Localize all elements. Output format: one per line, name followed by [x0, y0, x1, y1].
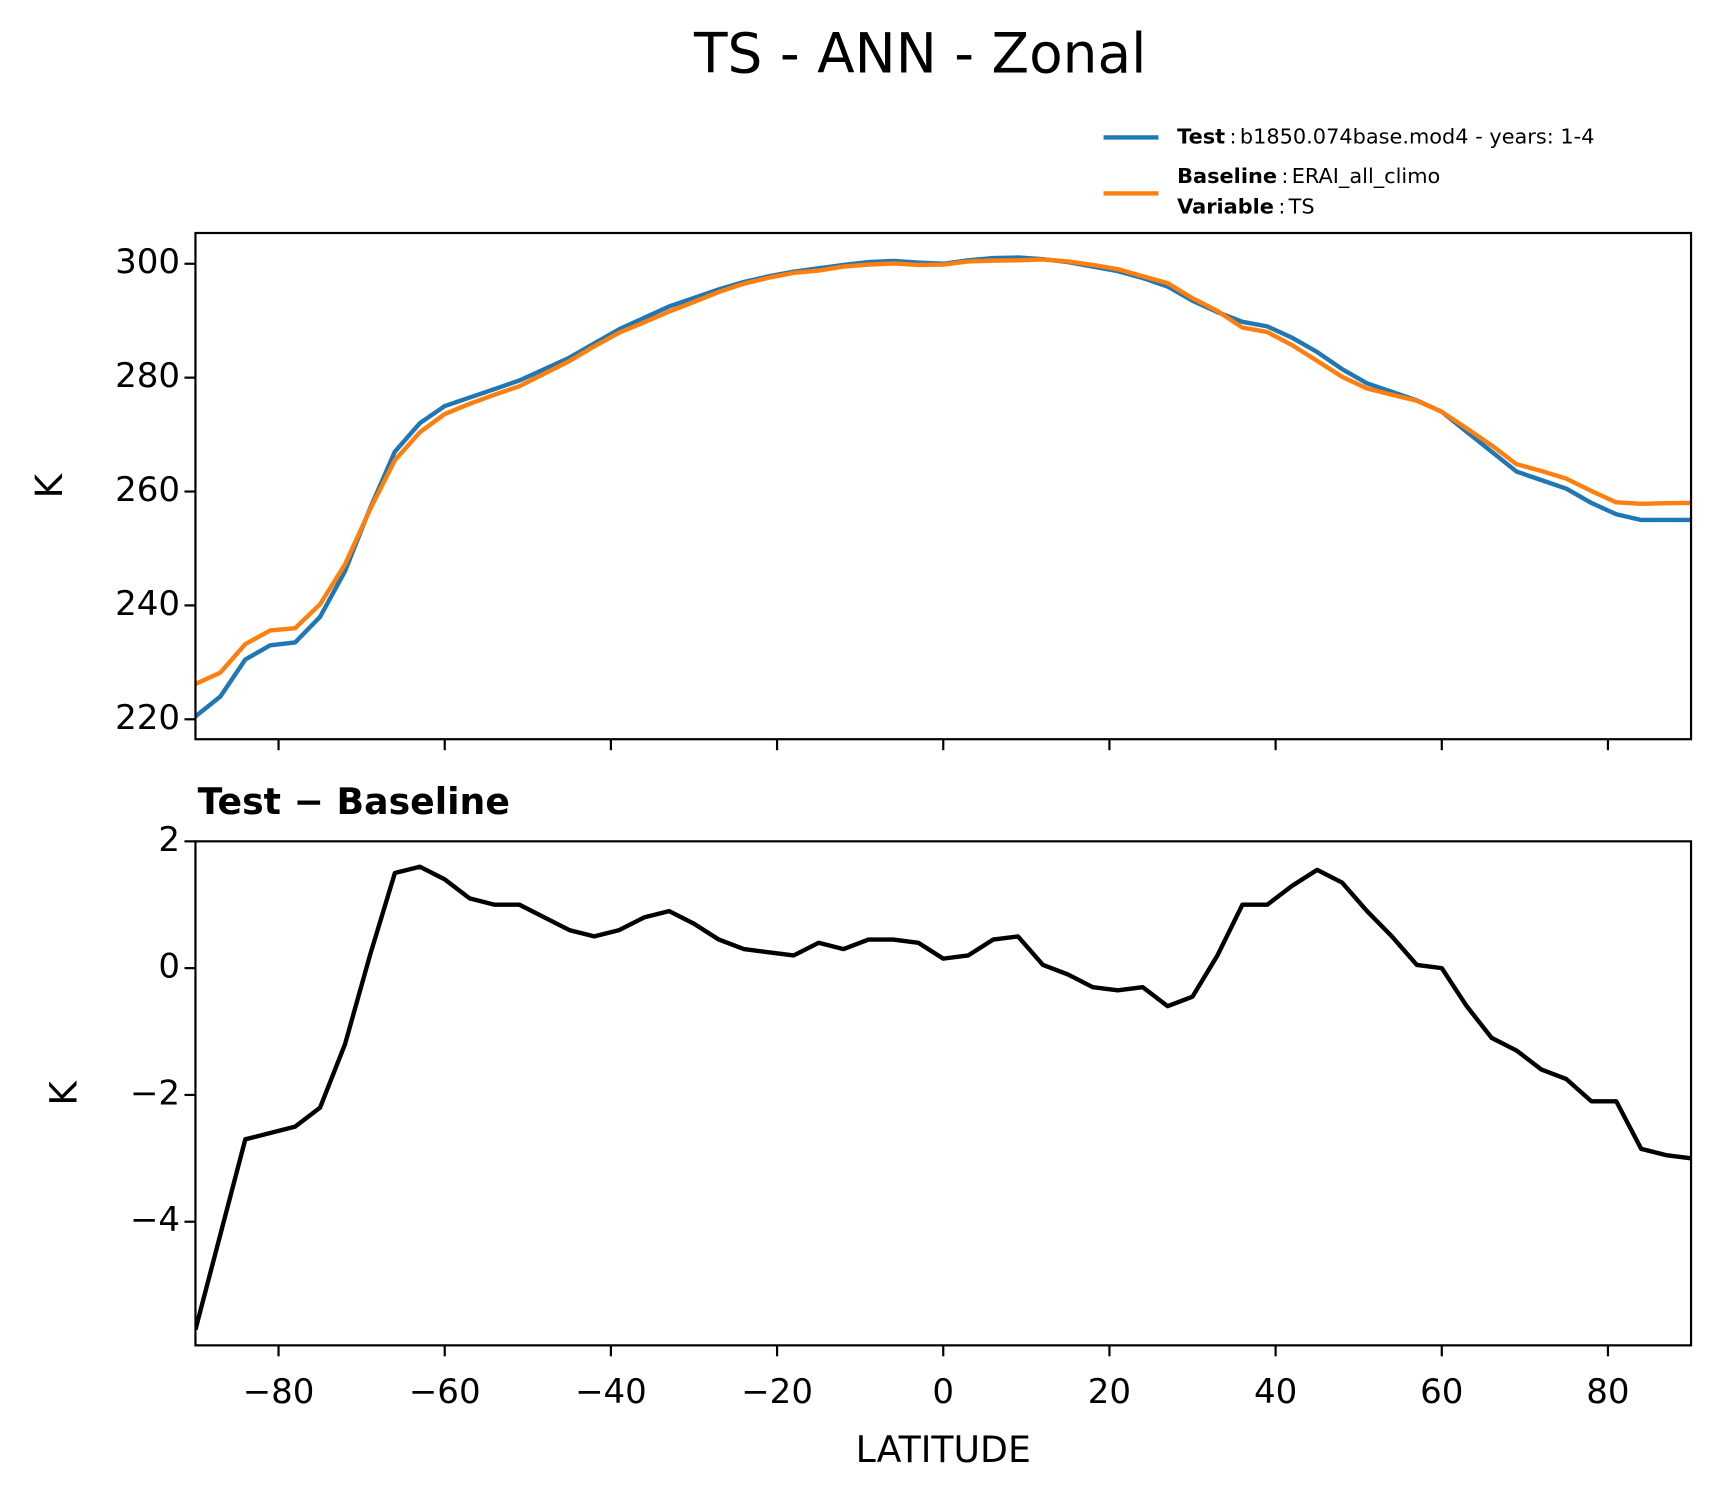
x-tick-label: −20	[741, 1372, 813, 1412]
legend-name: Test	[1177, 124, 1225, 148]
legend-case: b1850.074base.mod4 - years: 1-4	[1240, 124, 1595, 148]
x-tick-label: −40	[575, 1372, 647, 1412]
y-tick-label: −2	[130, 1073, 180, 1113]
legend-separator: :	[1281, 164, 1288, 188]
data-line	[195, 255, 1692, 719]
legend-separator: :	[1278, 195, 1285, 219]
legend-entry: Baseline: ERAI_all_climo	[1177, 164, 1440, 189]
y-axis-label: K	[27, 472, 71, 498]
figure-title: TS - ANN - Zonal	[693, 21, 1146, 85]
legend-variable: Variable: TS	[1177, 195, 1315, 219]
y-tick-label: −4	[130, 1200, 180, 1240]
y-axis-label: K	[41, 1080, 85, 1106]
legend-entry: Test: b1850.074base.mod4 - years: 1-4	[1177, 124, 1594, 148]
legend-name: Baseline	[1177, 164, 1277, 188]
x-tick-label: −80	[243, 1372, 315, 1412]
data-line	[195, 864, 1692, 1331]
y-tick-label: 300	[115, 242, 180, 282]
y-tick-label: 280	[115, 356, 180, 396]
x-tick-label: 0	[932, 1372, 954, 1412]
y-tick-label: 220	[115, 698, 180, 738]
legend-variable-value: TS	[1288, 195, 1315, 219]
y-tick-label: 2	[158, 820, 180, 860]
y-tick-label: 0	[158, 947, 180, 987]
legend-case: ERAI_all_climo	[1292, 164, 1441, 189]
x-tick-label: 60	[1420, 1372, 1463, 1412]
x-tick-label: −60	[409, 1372, 481, 1412]
x-tick-label: 40	[1254, 1372, 1297, 1412]
x-tick-label: 80	[1586, 1372, 1629, 1412]
legend-variable-label: Variable	[1177, 195, 1274, 219]
y-tick-label: 260	[115, 470, 180, 510]
plot-frame	[194, 231, 1693, 741]
plot-frame	[194, 840, 1693, 1347]
panel-title: Test − Baseline	[198, 780, 510, 823]
x-axis-label: LATITUDE	[856, 1428, 1031, 1471]
y-tick-label: 240	[115, 584, 180, 624]
legend-separator: :	[1230, 124, 1237, 148]
data-line	[195, 257, 1692, 686]
x-tick-label: 20	[1088, 1372, 1131, 1412]
